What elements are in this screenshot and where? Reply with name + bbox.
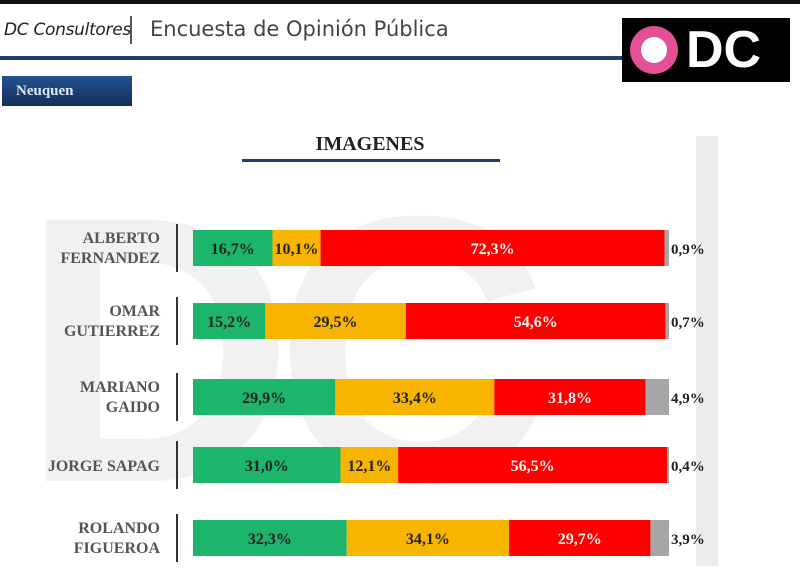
bar-value-label: 15,2% — [207, 314, 251, 331]
bar-segment — [193, 520, 347, 556]
watermark-bar — [696, 136, 718, 566]
bar-value-label: 34,1% — [406, 531, 450, 548]
odc-logo: DC — [622, 18, 790, 82]
bar-segment — [265, 303, 406, 339]
category-label: ALBERTO — [83, 230, 160, 247]
category-label: FIGUEROA — [74, 540, 161, 557]
bar-segment — [665, 303, 669, 339]
category-label: ROLANDO — [78, 520, 160, 537]
category-separator — [176, 297, 178, 345]
category-label: GAIDO — [106, 399, 160, 416]
bar-value-label: 0,9% — [671, 242, 705, 258]
chart-title-rule — [242, 159, 500, 162]
category-separator — [176, 373, 178, 421]
page-title: Encuesta de Opinión Pública — [150, 17, 449, 41]
bar-value-label: 10,1% — [275, 241, 319, 258]
bar-value-label: 72,3% — [471, 241, 515, 258]
brand-separator — [130, 16, 132, 44]
region-tab: Neuquen — [2, 76, 132, 106]
logo-o-icon — [630, 26, 678, 74]
top-border — [0, 0, 800, 4]
bar-segment — [346, 520, 510, 556]
bar-segment — [405, 303, 666, 339]
bar-value-label: 29,5% — [314, 314, 358, 331]
bar-value-label: 29,7% — [558, 531, 602, 548]
bar-value-label: 31,0% — [245, 458, 289, 475]
bar-segment — [509, 520, 651, 556]
category-label: JORGE SAPAG — [48, 458, 161, 475]
bar-segment — [320, 230, 665, 266]
bar-segment — [645, 379, 669, 415]
bar-value-label: 56,5% — [511, 458, 555, 475]
bar-value-label: 16,7% — [211, 241, 255, 258]
bar-segment — [193, 230, 273, 266]
brand-name: DC Consultores — [4, 20, 131, 40]
bar-segment — [650, 520, 669, 556]
header-rule — [0, 56, 640, 60]
bar-segment — [494, 379, 646, 415]
category-label: OMAR — [109, 303, 160, 320]
logo-text: DC — [686, 21, 762, 79]
bar-segment — [193, 447, 341, 483]
bar-value-label: 33,4% — [393, 390, 437, 407]
bar-value-label: 0,7% — [671, 315, 705, 331]
bar-value-label: 54,6% — [514, 314, 558, 331]
category-label: GUTIERREZ — [64, 323, 160, 340]
bar-value-label: 0,4% — [671, 459, 705, 475]
category-label: MARIANO — [80, 379, 160, 396]
bar-value-label: 3,9% — [671, 532, 705, 548]
category-separator — [176, 224, 178, 272]
bar-value-label: 4,9% — [671, 391, 705, 407]
bar-segment — [664, 230, 669, 266]
bar-value-label: 29,9% — [242, 390, 286, 407]
category-label: FERNANDEZ — [60, 250, 160, 267]
category-separator — [176, 514, 178, 562]
bar-segment — [667, 447, 669, 483]
bar-value-label: 12,1% — [347, 458, 391, 475]
bar-segment — [335, 379, 495, 415]
bar-segment — [340, 447, 399, 483]
bar-segment — [193, 379, 336, 415]
category-separator — [176, 441, 178, 489]
bar-value-label: 32,3% — [248, 531, 292, 548]
chart-title: IMAGENES — [315, 133, 425, 155]
bar-segment — [193, 303, 266, 339]
bar-value-label: 31,8% — [548, 390, 592, 407]
bar-segment — [398, 447, 668, 483]
bar-segment — [272, 230, 321, 266]
